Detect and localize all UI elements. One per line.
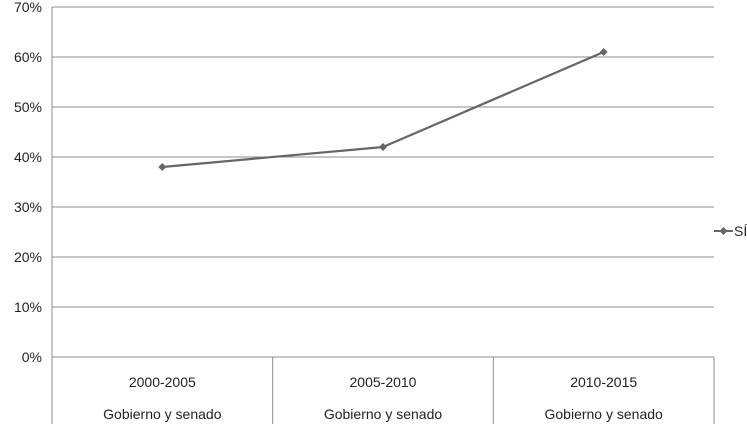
data-point [379, 143, 387, 151]
plot-area [158, 48, 608, 171]
gridlines [52, 6, 714, 358]
y-tick-label: 20% [14, 249, 42, 265]
y-tick-label: 10% [14, 299, 42, 315]
x-subcategory-label: Gobierno y senado [103, 406, 222, 422]
y-tick-label: 40% [14, 149, 42, 165]
x-axis: 2000-2005 Gobierno y senado 2005-2010 Gobie… [51, 357, 715, 424]
x-category-label: 2005-2010 [350, 374, 417, 390]
x-subcategory-label: Gobierno y senado [324, 406, 443, 422]
x-category-label: 2010-2015 [570, 374, 637, 390]
data-point [158, 163, 167, 171]
y-axis: 0% 10% 20% 30% 40% 50% 60% 70% [14, 0, 53, 365]
y-tick-label: 60% [14, 49, 42, 65]
x-category-label: 2000-2005 [129, 374, 196, 390]
y-tick-label: 0% [22, 349, 42, 365]
y-tick-label: 50% [14, 99, 42, 115]
y-tick-label: 70% [14, 0, 42, 15]
x-subcategory-label: Gobierno y senado [545, 406, 664, 422]
legend: SÍ [714, 223, 747, 239]
legend-diamond-marker [719, 227, 728, 235]
y-tick-label: 30% [14, 199, 42, 215]
legend-label: SÍ [734, 223, 747, 239]
data-point [599, 48, 608, 56]
